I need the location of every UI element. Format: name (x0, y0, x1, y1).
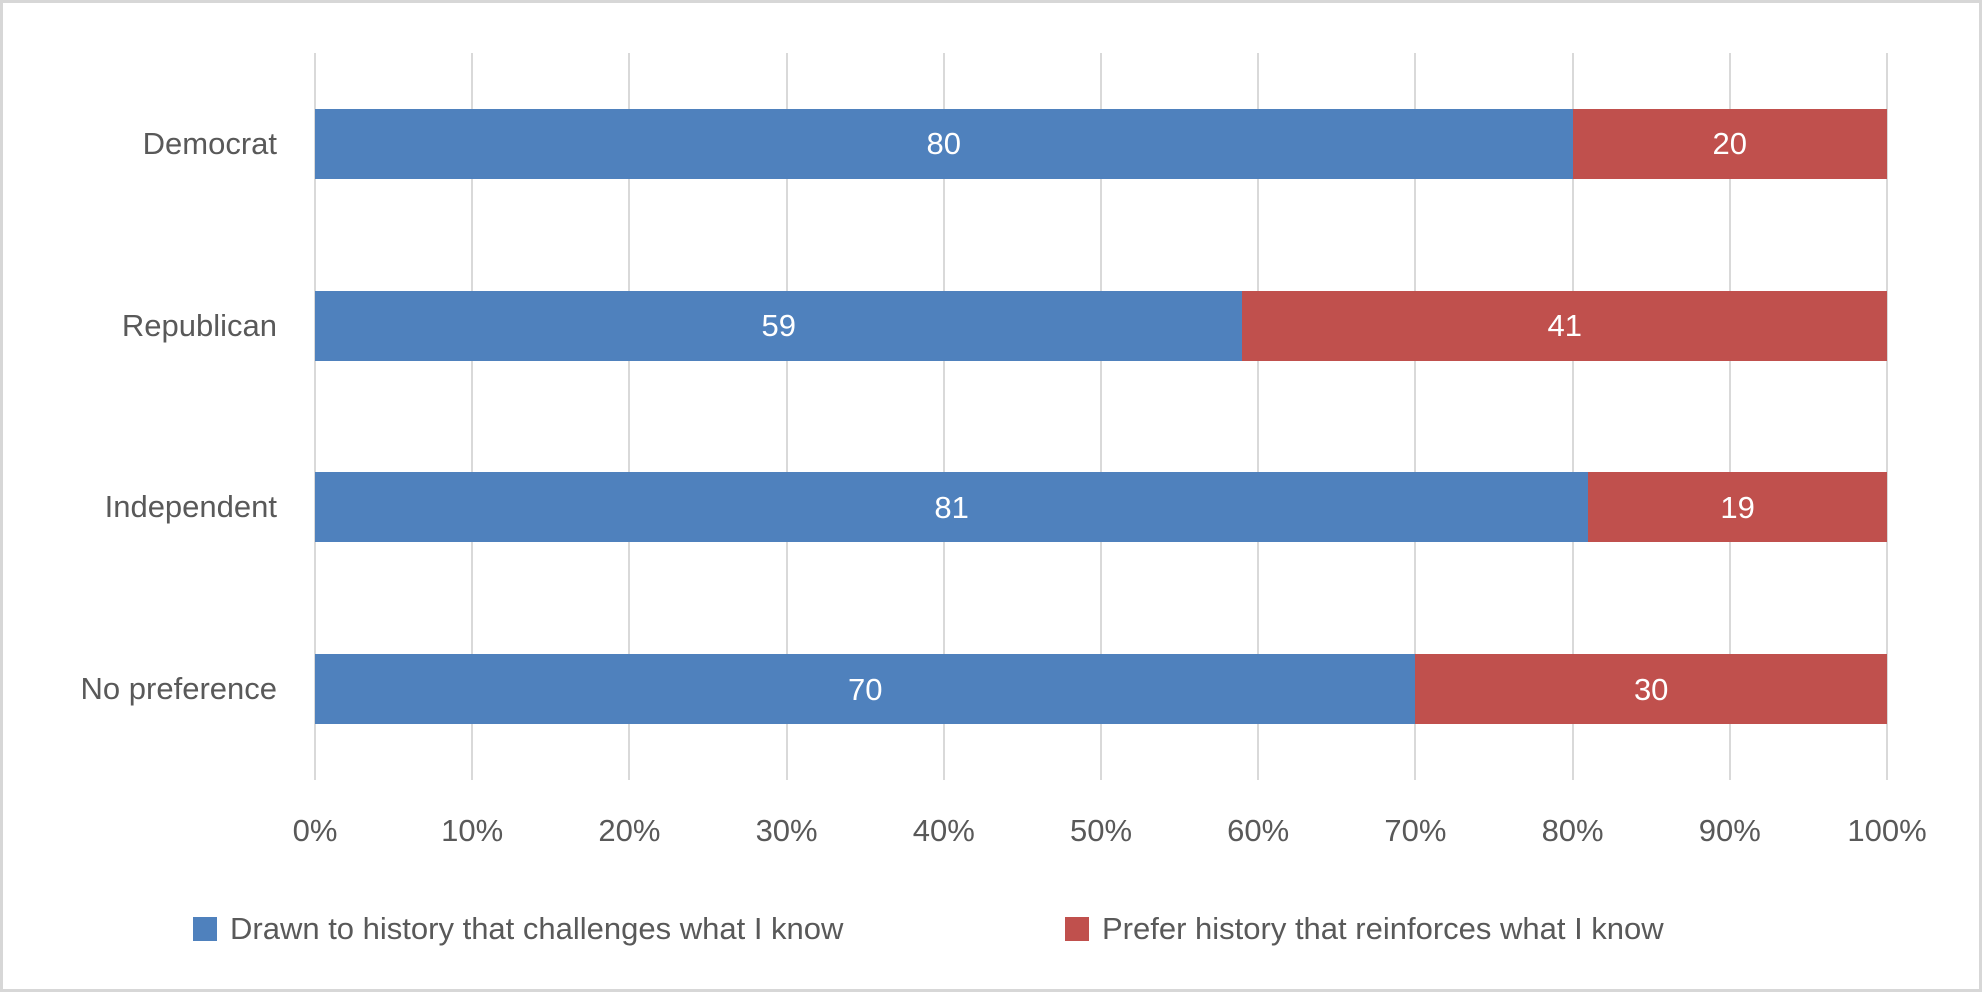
gridline (471, 53, 474, 780)
legend-item: Drawn to history that challenges what I … (193, 906, 843, 952)
bar-segment-challenges: 70 (315, 654, 1416, 725)
bar-row: 81 19 (315, 472, 1887, 543)
data-label: 30 (1633, 671, 1669, 707)
bar-segment-reinforces: 19 (1588, 472, 1887, 543)
x-axis-tick-label: 80% (1541, 813, 1604, 848)
category-label: Democrat (142, 125, 277, 161)
bar-segment-challenges: 80 (315, 108, 1573, 179)
data-label: 41 (1547, 308, 1582, 344)
x-axis-tick-label: 0% (292, 813, 338, 848)
bar-segment-challenges: 59 (315, 290, 1243, 361)
x-axis-tick-label: 100% (1847, 813, 1927, 848)
bar-segment-reinforces: 41 (1242, 290, 1887, 361)
x-axis-tick-label: 90% (1698, 813, 1761, 848)
legend: Drawn to history that challenges what I … (3, 906, 1982, 952)
x-axis-tick-label: 20% (598, 813, 661, 848)
legend-item: Prefer history that reinforces what I kn… (1065, 906, 1664, 952)
gridline (314, 53, 316, 780)
gridline (628, 53, 631, 780)
gridline (1257, 53, 1260, 780)
legend-swatch-icon (1065, 917, 1089, 941)
gridline (1100, 53, 1102, 780)
x-axis-tick-label: 50% (1069, 813, 1133, 848)
bar-row: 80 20 (315, 108, 1887, 179)
data-label: 80 (926, 126, 962, 162)
category-label: No preference (80, 671, 277, 707)
category-label: Republican (121, 307, 277, 343)
data-label: 19 (1720, 489, 1755, 525)
category-label: Independent (104, 489, 277, 525)
x-axis-tick-label: 10% (441, 813, 504, 848)
bar-segment-challenges: 81 (315, 472, 1589, 543)
legend-label: Drawn to history that challenges what I … (230, 911, 844, 946)
bar-segment-reinforces: 30 (1415, 654, 1887, 725)
x-axis-tick-label: 60% (1227, 813, 1290, 848)
bar-row: 59 41 (315, 290, 1887, 361)
gridline (1414, 53, 1417, 780)
data-label: 70 (847, 671, 883, 707)
data-label: 59 (761, 308, 796, 344)
plot-area: 80 20 59 41 81 19 70 30 (314, 53, 1888, 780)
bar-row: 70 30 (315, 654, 1887, 725)
x-axis-tick-label: 40% (912, 813, 975, 848)
gridline (942, 53, 945, 780)
data-label: 81 (934, 489, 969, 525)
gridline (1886, 53, 1888, 780)
data-label: 20 (1712, 126, 1748, 162)
bar-segment-reinforces: 20 (1572, 108, 1887, 179)
legend-label: Prefer history that reinforces what I kn… (1102, 911, 1664, 946)
gridline (785, 53, 788, 780)
x-axis-tick-label: 30% (755, 813, 818, 848)
x-axis-tick-label: 70% (1384, 813, 1447, 848)
legend-swatch-icon (193, 917, 217, 941)
gridline (1571, 53, 1574, 780)
gridline (1728, 53, 1731, 780)
